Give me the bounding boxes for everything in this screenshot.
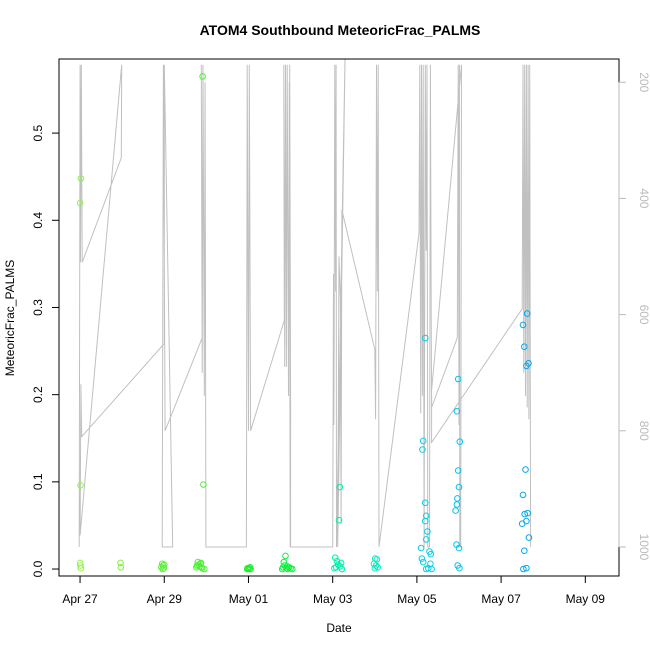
y-tick-label: 0.1 xyxy=(31,473,45,490)
data-point xyxy=(374,564,382,571)
data-point xyxy=(521,547,528,555)
y-tick-label: 0.3 xyxy=(31,299,45,316)
data-point xyxy=(336,483,344,491)
data-point xyxy=(518,520,526,528)
data-point xyxy=(337,559,345,567)
data-point xyxy=(331,554,339,562)
data-point xyxy=(371,564,379,572)
chart-title: ATOM4 Southbound MeteoricFrac_PALMS xyxy=(200,22,481,38)
data-point xyxy=(419,558,427,566)
data-point xyxy=(161,561,168,569)
data-point xyxy=(521,343,528,351)
data-point xyxy=(452,507,459,514)
data-point xyxy=(422,499,429,507)
y2-tick-label: 800 xyxy=(637,421,650,441)
data-point xyxy=(456,438,464,446)
data-point xyxy=(243,565,251,573)
data-point xyxy=(455,544,463,552)
data-point xyxy=(117,559,124,567)
y-tick-label: 0.2 xyxy=(31,386,45,403)
data-point xyxy=(193,564,200,571)
data-point xyxy=(519,491,527,499)
data-point xyxy=(524,509,531,517)
y-tick-label: 0.5 xyxy=(31,124,45,141)
x-tick-label: May 09 xyxy=(566,592,606,606)
data-point xyxy=(289,565,296,573)
y-tick-label: 0.0 xyxy=(31,560,45,577)
data-point xyxy=(525,534,533,541)
y2-tick-label: 1000 xyxy=(637,534,650,561)
data-point xyxy=(76,199,84,207)
data-point xyxy=(160,564,168,572)
data-point xyxy=(77,564,85,572)
data-point xyxy=(335,516,343,524)
data-point xyxy=(453,501,461,508)
data-point xyxy=(523,310,531,317)
data-point xyxy=(521,510,529,518)
x-tick-label: May 01 xyxy=(229,592,269,606)
data-point xyxy=(278,565,286,573)
pressure-trace-line xyxy=(78,59,532,548)
data-point xyxy=(200,481,207,488)
data-point xyxy=(418,555,426,562)
x-tick-label: May 07 xyxy=(481,592,521,606)
data-point xyxy=(373,556,381,563)
y-tick-label: 0.4 xyxy=(31,212,45,229)
y2-tick-label: 600 xyxy=(637,305,650,325)
data-point xyxy=(417,544,425,552)
data-point xyxy=(454,375,462,383)
x-tick-label: May 03 xyxy=(313,592,353,606)
data-point xyxy=(197,559,205,567)
data-point xyxy=(159,562,167,569)
data-point xyxy=(453,407,461,415)
data-point xyxy=(77,175,85,182)
data-point xyxy=(523,564,530,572)
data-point xyxy=(454,495,461,502)
data-point xyxy=(422,517,429,525)
data-point xyxy=(422,334,429,342)
data-point xyxy=(333,557,341,565)
data-point xyxy=(201,565,208,573)
data-points xyxy=(76,73,533,573)
x-axis-label: Date xyxy=(326,621,352,635)
data-point xyxy=(283,563,291,570)
data-point xyxy=(419,446,426,453)
y2-tick-label: 200 xyxy=(637,72,650,92)
data-point xyxy=(419,437,427,445)
data-point xyxy=(338,565,346,573)
data-point xyxy=(428,565,435,573)
y-axis: 0.0 0.1 0.2 0.3 0.4 0.5 xyxy=(31,124,60,577)
y2-tick-label: 400 xyxy=(637,188,650,208)
x-tick-label: May 05 xyxy=(397,592,437,606)
data-point xyxy=(331,564,338,572)
data-point xyxy=(159,565,166,573)
pressure-trace xyxy=(78,59,532,548)
data-point xyxy=(424,528,431,535)
data-point xyxy=(454,467,462,474)
y-axis-label: MeteoricFrac_PALMS xyxy=(3,260,17,376)
data-point xyxy=(77,482,84,489)
data-point xyxy=(455,483,463,491)
y2-axis: 200 400 600 800 1000 xyxy=(618,72,650,561)
data-point xyxy=(422,536,430,543)
data-point xyxy=(522,466,529,473)
data-point xyxy=(282,552,289,560)
data-point xyxy=(117,564,125,571)
data-point xyxy=(519,321,527,329)
x-tick-label: Apr 29 xyxy=(147,592,183,606)
data-point xyxy=(427,550,435,558)
data-point xyxy=(199,73,206,80)
data-point xyxy=(456,564,463,572)
x-axis: Apr 27 Apr 29 May 01 May 03 May 05 May 07 May … xyxy=(62,575,606,606)
x-tick-label: Apr 27 xyxy=(62,592,98,606)
data-point xyxy=(525,360,532,367)
data-point xyxy=(77,562,84,569)
data-point xyxy=(520,565,527,573)
data-point xyxy=(422,565,430,573)
